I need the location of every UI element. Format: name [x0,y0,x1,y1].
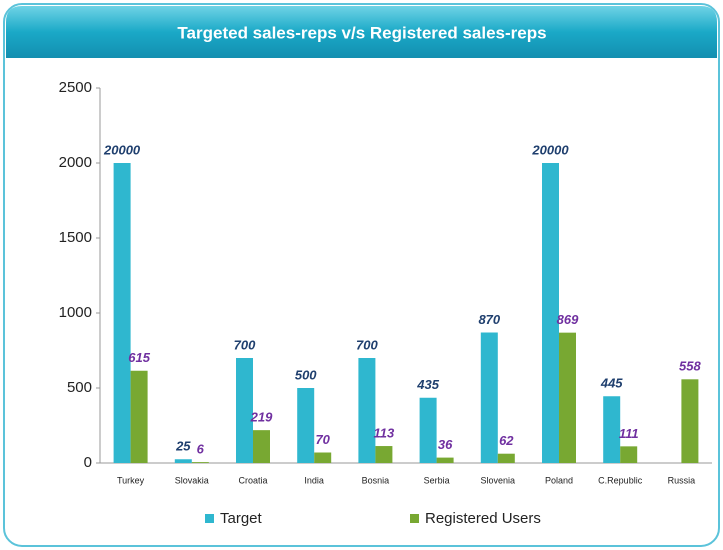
legend-swatch [410,514,419,523]
x-tick-label: Poland [545,475,573,485]
bar [253,430,270,463]
legend-label: Target [220,510,263,527]
bar [130,370,148,463]
y-tick-label: 1500 [59,229,92,246]
title-bar [6,6,717,58]
data-label: 500 [295,367,317,382]
data-label: 36 [438,437,453,452]
data-label: 70 [315,432,330,447]
data-label: 615 [128,350,150,365]
frame [3,3,720,547]
data-label: 558 [679,359,701,374]
bar [191,462,209,463]
data-label: 113 [374,425,395,440]
x-tick-label: Bosnia [362,475,390,485]
data-label: 111 [619,426,639,441]
bar [559,332,576,463]
bar [236,358,253,463]
bar [603,396,621,463]
data-label: 62 [499,433,514,448]
bar [542,163,559,463]
bar [419,397,437,463]
bar [497,453,515,463]
chart-title: Targeted sales-reps v/s Registered sales… [177,23,546,42]
bar [480,332,498,463]
bar [681,379,699,463]
bar [375,446,393,463]
data-label: 6 [197,442,205,457]
data-label: 700 [356,337,378,352]
x-tick-label: India [304,475,324,485]
x-tick-label: Slovakia [175,475,209,485]
y-tick-label: 500 [67,379,92,396]
bar [113,163,131,463]
bar [174,459,192,463]
bar [314,452,332,463]
bar [436,457,454,463]
x-tick-label: Croatia [238,475,267,485]
y-tick-label: 2500 [59,79,92,96]
legend-swatch [205,514,214,523]
data-label: 870 [478,312,500,327]
data-label: 445 [600,376,623,391]
data-label: 869 [557,312,579,327]
x-tick-label: Turkey [117,475,145,485]
data-label: 20000 [103,142,141,157]
x-tick-label: Slovenia [481,475,516,485]
y-tick-label: 1000 [59,304,92,321]
x-tick-label: C.Republic [598,475,643,485]
data-label: 435 [416,377,439,392]
data-label: 20000 [531,142,569,157]
data-label: 25 [175,439,191,454]
bar [620,446,638,463]
y-tick-label: 0 [84,454,92,471]
x-tick-label: Serbia [424,475,450,485]
y-tick-label: 2000 [59,154,92,171]
legend-label: Registered Users [425,510,541,527]
bar [297,388,315,463]
data-label: 219 [250,410,273,425]
x-tick-label: Russia [668,475,696,485]
data-label: 700 [234,337,256,352]
bar [358,358,376,463]
